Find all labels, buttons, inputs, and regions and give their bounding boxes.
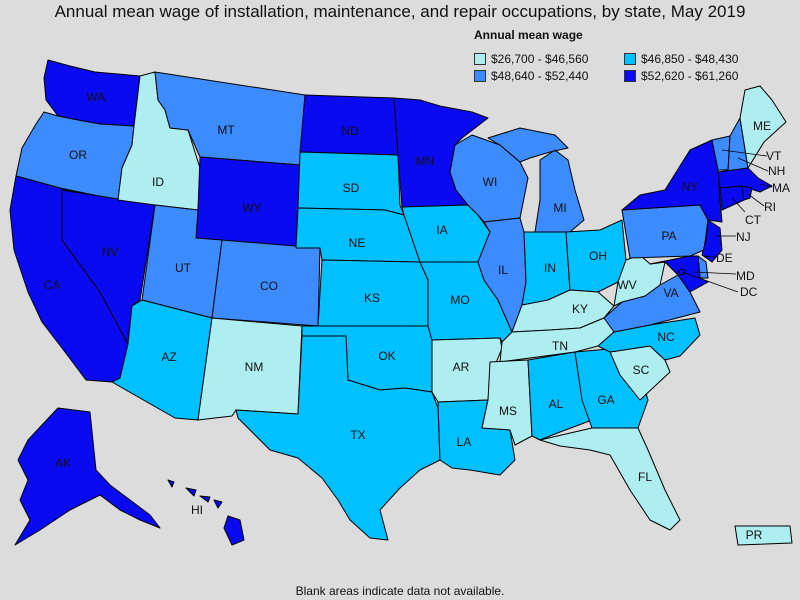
callout-line-nh	[737, 157, 769, 172]
state-ak[interactable]	[14, 407, 161, 546]
state-label-ne: NE	[349, 236, 366, 250]
state-label-ct: CT	[745, 213, 762, 227]
state-mi[interactable]	[487, 127, 585, 233]
state-nj[interactable]	[701, 219, 723, 263]
state-label-ny: NY	[682, 180, 699, 194]
state-label-wv: WV	[617, 278, 636, 292]
legend-swatch	[474, 70, 486, 82]
state-ri[interactable]	[741, 185, 753, 201]
data-note: Blank areas indicate data not available.	[295, 584, 505, 598]
state-label-az: AZ	[161, 350, 176, 364]
state-label-mn: MN	[416, 154, 435, 168]
state-label-nm: NM	[245, 360, 264, 374]
state-label-or: OR	[69, 148, 87, 162]
state-label-ia: IA	[436, 223, 447, 237]
state-label-tx: TX	[350, 428, 365, 442]
state-label-va: VA	[663, 286, 678, 300]
legend-swatch	[474, 53, 486, 65]
legend-title: Annual mean wage	[474, 28, 583, 42]
state-label-ks: KS	[364, 291, 380, 305]
callout-line-md	[693, 271, 737, 275]
callout-line-de	[703, 255, 717, 258]
state-label-me: ME	[753, 119, 771, 133]
state-hi[interactable]	[167, 479, 245, 546]
state-label-md: MD	[736, 269, 755, 283]
state-label-wy: WY	[242, 201, 261, 215]
legend-label: $46,850 - $48,430	[641, 52, 739, 66]
state-label-ma: MA	[772, 181, 790, 195]
state-label-ak: AK	[55, 456, 71, 470]
state-label-sc: SC	[633, 363, 650, 377]
state-label-la: LA	[457, 435, 472, 449]
callout-line-ma	[759, 183, 773, 188]
state-label-nd: ND	[341, 124, 359, 138]
state-label-ky: KY	[572, 302, 588, 316]
state-md[interactable]	[649, 255, 709, 293]
callout-line-vt	[721, 149, 768, 157]
state-labels: WA OR CA NV ID MT WY UT CO AZ NM ND SD N…	[44, 90, 790, 542]
state-label-dc: DC	[740, 285, 758, 299]
legend: $26,700 - $46,560 $46,850 - $48,430 $48,…	[474, 52, 774, 83]
state-label-ga: GA	[597, 393, 614, 407]
state-label-id: ID	[152, 175, 164, 189]
callout-line-ri	[747, 193, 765, 207]
state-tx[interactable]	[235, 335, 441, 541]
state-label-ar: AR	[453, 360, 470, 374]
callout-line-dc	[681, 271, 739, 293]
state-label-wi: WI	[483, 175, 498, 189]
legend-label: $48,640 - $52,440	[491, 69, 589, 83]
legend-swatch	[624, 53, 636, 65]
legend-item-bin-2: $48,640 - $52,440	[474, 69, 624, 83]
legend-item-bin-0: $26,700 - $46,560	[474, 52, 624, 66]
legend-label: $52,620 - $61,260	[641, 69, 739, 83]
state-label-al: AL	[549, 397, 564, 411]
state-label-nj: NJ	[736, 230, 751, 244]
state-label-ms: MS	[499, 404, 517, 418]
state-label-de: DE	[716, 251, 733, 265]
state-label-mo: MO	[450, 293, 469, 307]
state-label-wa: WA	[87, 90, 106, 104]
state-label-co: CO	[260, 279, 278, 293]
state-label-nh: NH	[768, 164, 785, 178]
state-label-ok: OK	[378, 349, 395, 363]
state-label-fl: FL	[638, 470, 652, 484]
state-label-ca: CA	[44, 278, 61, 292]
state-label-ut: UT	[175, 261, 192, 275]
legend-item-bin-3: $52,620 - $61,260	[624, 69, 774, 83]
state-pr[interactable]	[734, 525, 793, 546]
legend-swatch	[624, 70, 636, 82]
state-label-ri: RI	[764, 200, 776, 214]
map-title: Annual mean wage of installation, mainte…	[54, 2, 746, 21]
legend-item-bin-1: $46,850 - $48,430	[624, 52, 774, 66]
legend-label: $26,700 - $46,560	[491, 52, 589, 66]
state-label-mi: MI	[553, 201, 566, 215]
state-label-il: IL	[498, 263, 508, 277]
state-label-pa: PA	[661, 229, 676, 243]
state-label-oh: OH	[589, 249, 607, 263]
state-label-nc: NC	[657, 330, 675, 344]
state-label-vt: VT	[766, 149, 782, 163]
callout-line-ct	[731, 197, 746, 213]
state-label-pr: PR	[746, 528, 763, 542]
state-label-mt: MT	[217, 123, 235, 137]
state-label-nv: NV	[102, 245, 119, 259]
state-label-hi: HI	[191, 503, 203, 517]
state-label-in: IN	[544, 261, 556, 275]
state-label-tn: TN	[552, 339, 568, 353]
state-label-sd: SD	[343, 181, 360, 195]
state-fl[interactable]	[539, 427, 681, 531]
